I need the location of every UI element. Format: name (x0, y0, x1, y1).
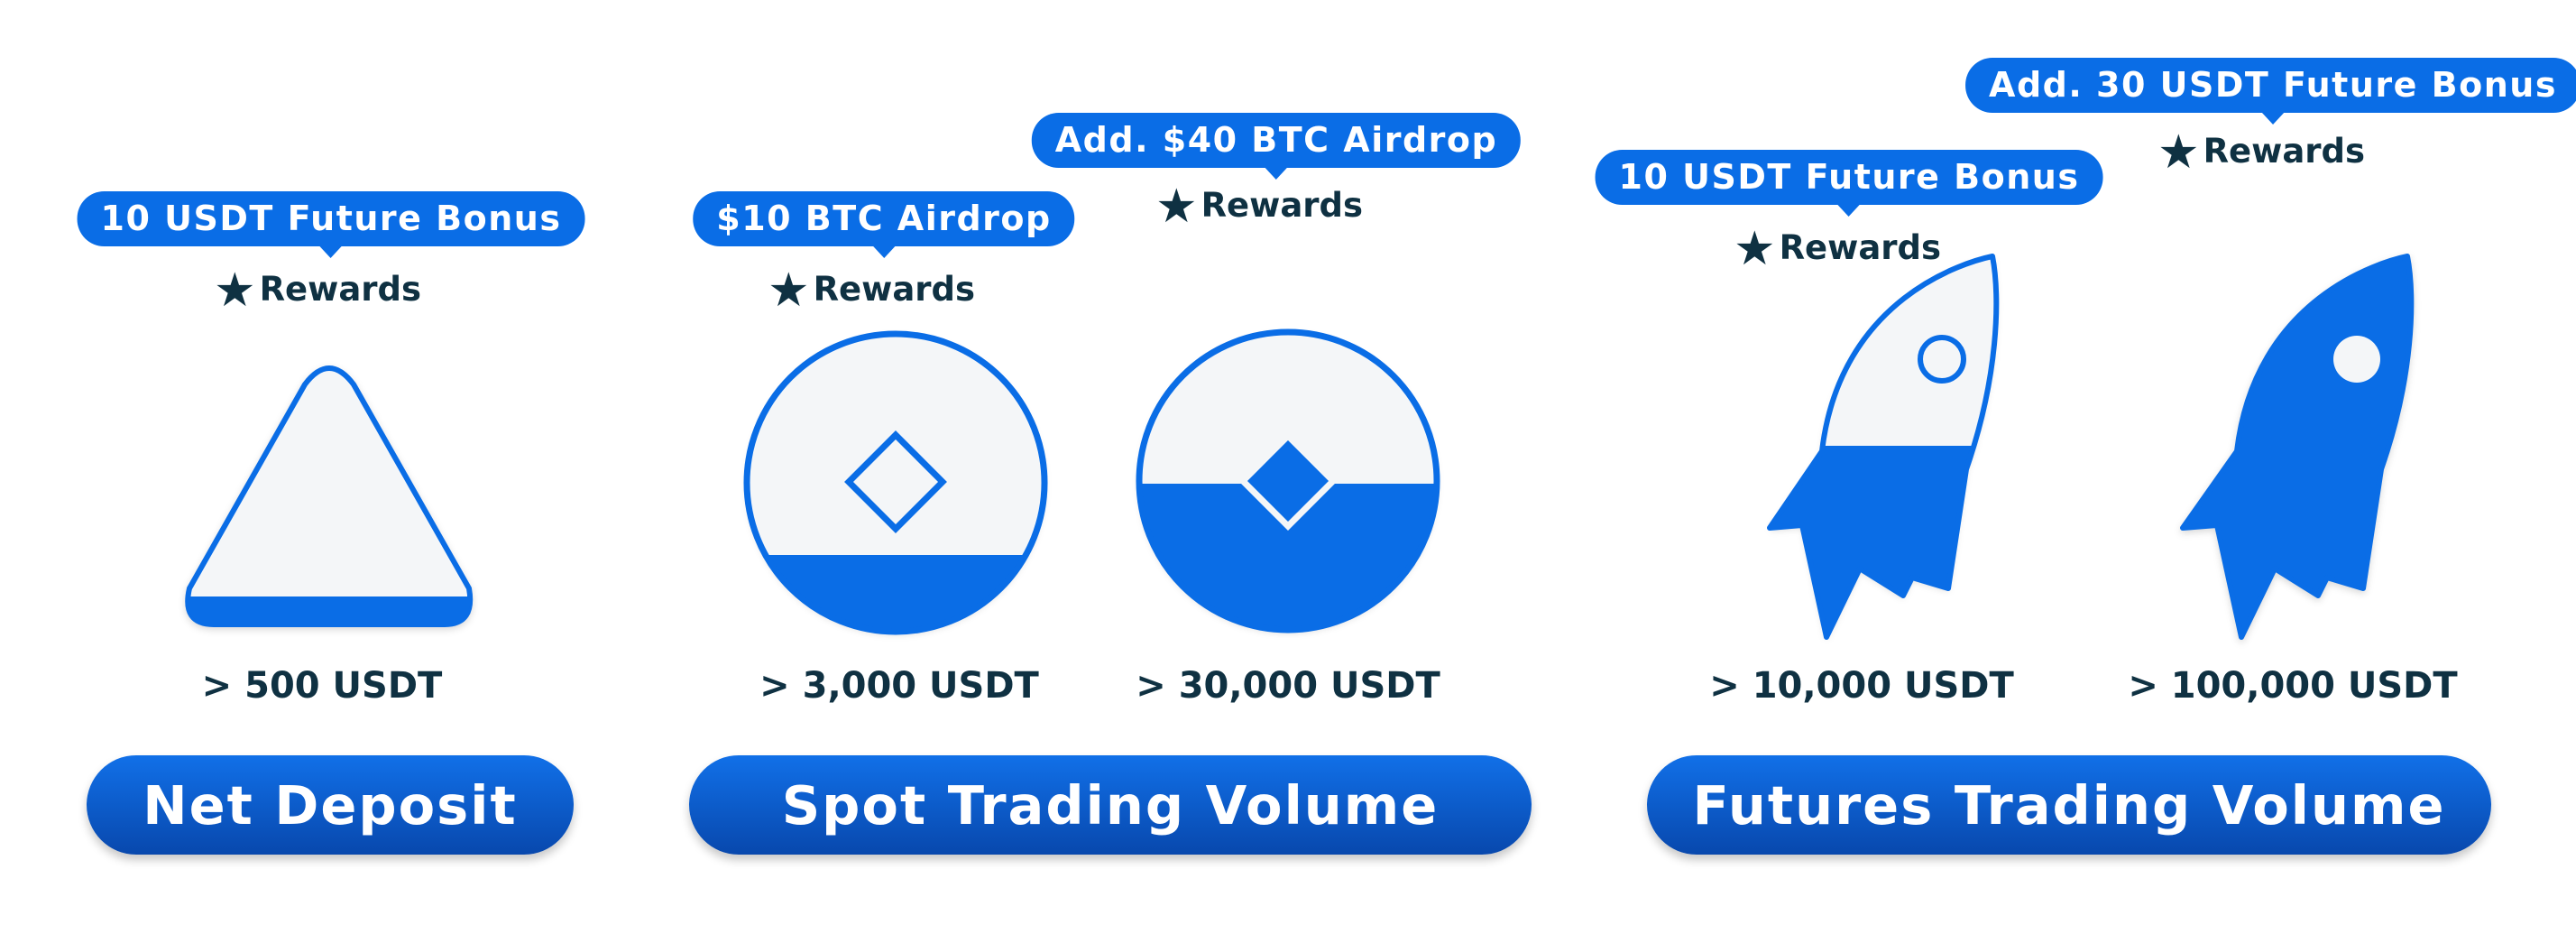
tier-4-amount: > 10,000 USDT (1709, 665, 2014, 707)
net-deposit-button[interactable]: Net Deposit (87, 755, 574, 855)
tier-2-bonus-tag: $10 BTC Airdrop (693, 191, 1075, 258)
tier-1-rewards-label: ★ Rewards (213, 264, 422, 318)
tier-4-rewards-label: ★ Rewards (1733, 222, 1942, 276)
spot-trading-volume-button[interactable]: Spot Trading Volume (689, 755, 1532, 855)
star-icon: ★ (213, 264, 256, 318)
star-icon: ★ (767, 264, 810, 318)
tier-5-amount: > 100,000 USDT (2128, 665, 2458, 707)
tier-3-bonus-tag: Add. $40 BTC Airdrop (1031, 113, 1522, 180)
tier-3-amount: > 30,000 USDT (1136, 665, 1440, 707)
tier-1-bonus-tag: 10 USDT Future Bonus (77, 191, 585, 258)
star-icon: ★ (1733, 222, 1776, 276)
tier-2-amount: > 3,000 USDT (759, 665, 1039, 707)
tier-1-amount: > 500 USDT (201, 665, 443, 707)
tier-5-rewards-label: ★ Rewards (2157, 125, 2366, 180)
tier-5-bonus-tag: Add. 30 USDT Future Bonus (1965, 58, 2576, 125)
tier-3-rewards-label: ★ Rewards (1155, 180, 1364, 234)
star-icon: ★ (1155, 180, 1198, 234)
tier-2-rewards-label: ★ Rewards (767, 264, 976, 318)
tier-4-bonus-tag: 10 USDT Future Bonus (1595, 150, 2103, 217)
star-icon: ★ (2157, 125, 2200, 180)
futures-trading-volume-button[interactable]: Futures Trading Volume (1647, 755, 2491, 855)
